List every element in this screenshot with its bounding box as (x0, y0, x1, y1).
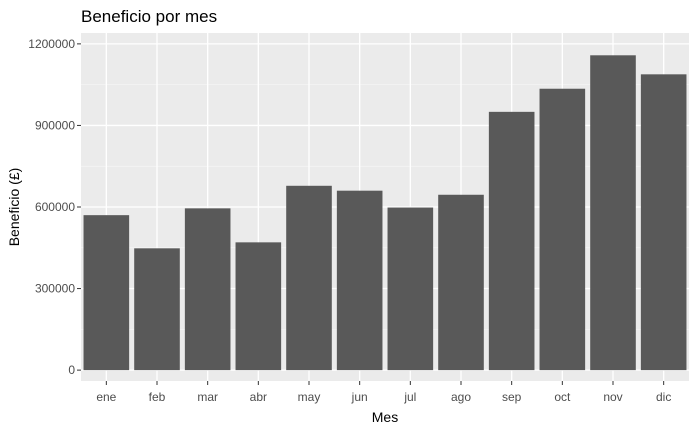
y-tick-label: 0 (68, 363, 75, 377)
bar-mar (184, 208, 231, 371)
bar-ene (83, 215, 130, 371)
bar-may (286, 185, 332, 371)
y-axis-ticks: 0 300000 600000 900000 1200000 (28, 37, 81, 377)
x-tick-label: may (298, 390, 321, 404)
x-tick-label: feb (149, 390, 166, 404)
bar-ago (438, 194, 484, 371)
x-tick-label: abr (250, 390, 267, 404)
bar-dic (640, 74, 687, 371)
bar-nov (590, 55, 636, 371)
y-axis-title: Beneficio (£) (6, 168, 22, 247)
y-tick-label: 600000 (35, 200, 75, 214)
x-tick-label: ago (451, 390, 471, 404)
x-axis-ticks: ene feb mar abr may jun jul ago sep oct nov dic (96, 381, 671, 404)
y-tick-label: 900000 (35, 118, 75, 132)
y-tick-label: 1200000 (28, 37, 75, 51)
x-tick-label: nov (603, 390, 622, 404)
x-tick-label: ene (96, 390, 116, 404)
chart-title: Beneficio por mes (81, 7, 217, 26)
bar-jun (336, 190, 383, 371)
x-tick-label: sep (502, 390, 522, 404)
x-tick-label: oct (554, 390, 571, 404)
bar-oct (539, 88, 586, 371)
y-tick-label: 300000 (35, 282, 75, 296)
x-axis-title: Mes (372, 409, 398, 425)
bar-jul (387, 207, 434, 371)
x-tick-label: jul (403, 390, 416, 404)
bar-abr (235, 242, 282, 371)
x-tick-label: dic (656, 390, 671, 404)
bar-sep (488, 111, 535, 371)
bars (83, 55, 687, 371)
minor-gridlines (81, 84, 689, 330)
x-tick-label: jun (351, 390, 368, 404)
bar-feb (134, 248, 180, 371)
x-tick-label: mar (197, 390, 218, 404)
